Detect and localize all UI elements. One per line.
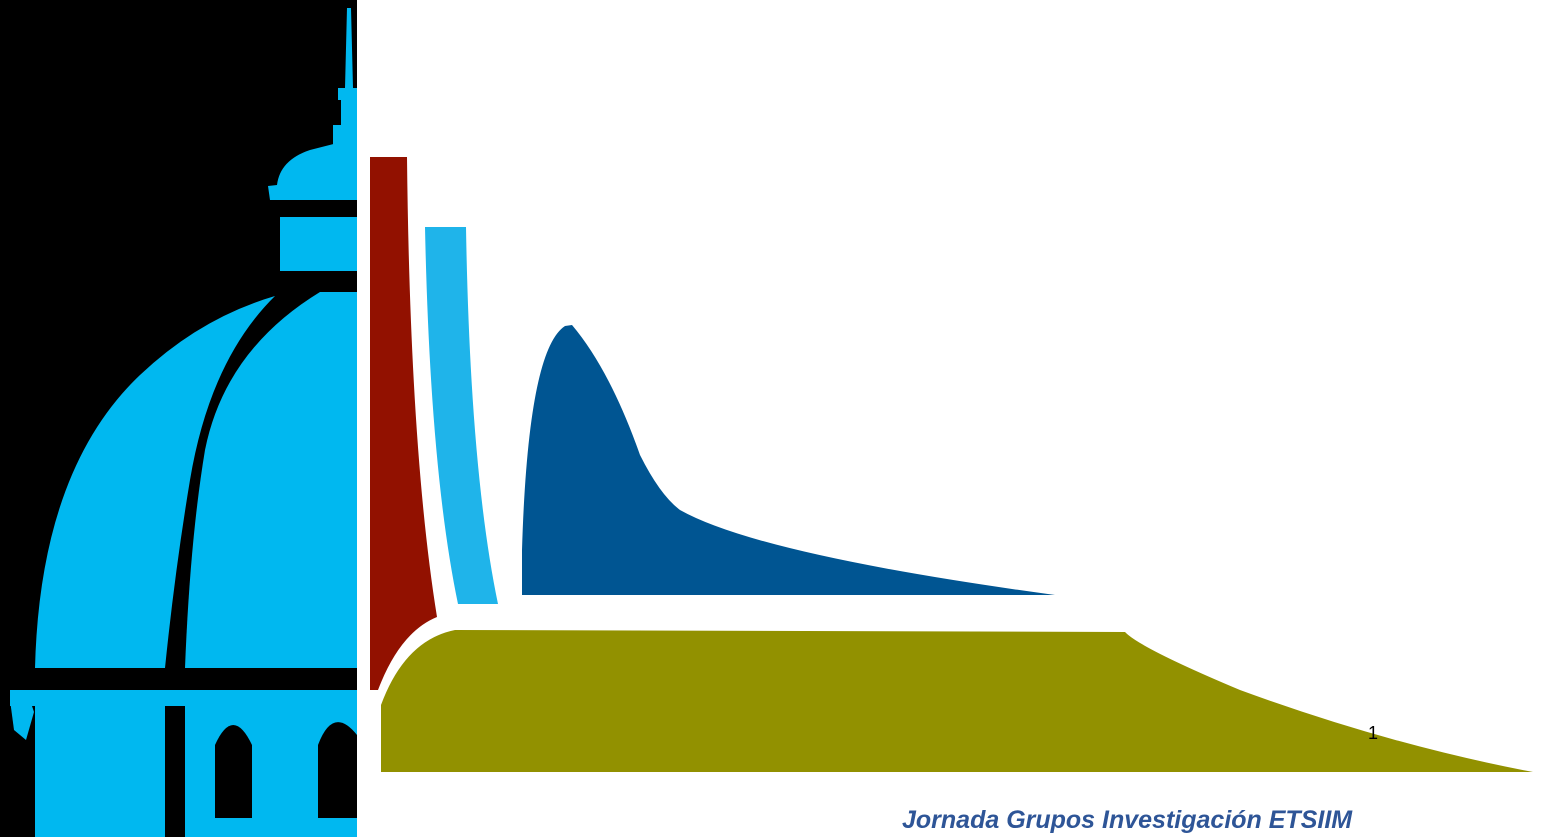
olive-base-shape	[381, 630, 1533, 772]
red-bar-shape	[370, 157, 437, 690]
dome-building-icon	[10, 8, 357, 837]
window-arch-left	[215, 725, 252, 818]
light-blue-bar-shape	[425, 227, 498, 604]
footer-title: Jornada Grupos Investigación ETSIIM	[902, 806, 1353, 834]
page-number: 1	[1368, 723, 1379, 743]
window-arch-right	[318, 722, 357, 818]
dark-blue-peak-shape	[522, 325, 1055, 595]
